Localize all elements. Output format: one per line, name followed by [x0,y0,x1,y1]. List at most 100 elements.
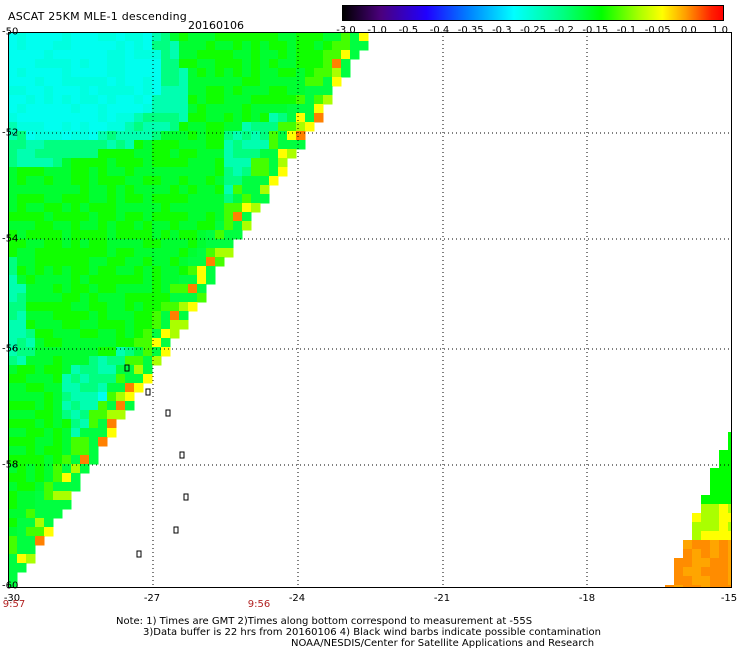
swath-cell [125,176,135,186]
swath-cell [89,230,99,240]
swath-cell [80,41,90,51]
swath-cell [116,311,126,321]
swath-cell [116,167,126,177]
swath-cell [71,68,81,78]
swath-cell [233,104,243,114]
swath-cell [44,248,54,258]
swath-cell [260,176,270,186]
swath-cell [35,374,45,384]
swath-cell [134,95,144,105]
swath-cell [242,32,252,42]
swath-cell [206,167,216,177]
swath-cell [143,248,153,258]
swath-cell [35,248,45,258]
swath-cell [26,329,36,339]
swath-cell [728,549,732,559]
swath-cell [89,320,99,330]
swath-cell [692,558,702,568]
swath-cell [134,365,144,375]
swath-cell [692,549,702,559]
swath-cell [62,167,72,177]
swath-cell [125,149,135,159]
swath-cell [26,554,36,564]
swath-cell [71,302,81,312]
swath-cell [224,149,234,159]
swath-cell [341,32,351,42]
color-scale-bar [342,5,724,21]
swath-cell [197,221,207,231]
swath-cell [188,140,198,150]
swath-cell [179,113,189,123]
swath-cell [17,86,27,96]
swath-cell [179,104,189,114]
swath-cell [17,158,27,168]
swath-cell [170,122,180,132]
swath-cell [89,113,99,123]
swath-cell [260,167,270,177]
swath-cell [134,167,144,177]
swath-cell [278,113,288,123]
swath-cell [17,374,27,384]
swath-cell [17,32,27,42]
lat-label-56: -56 [2,343,19,355]
swath-cell [269,41,279,51]
swath-cell [269,50,279,60]
swath-cell [161,113,171,123]
wind-barb [145,388,151,396]
swath-cell [134,104,144,114]
swath-cell [17,257,27,267]
swath-cell [224,68,234,78]
swath-cell [107,50,117,60]
swath-cell [62,491,72,501]
swath-cell [107,284,117,294]
swath-cell [26,446,36,456]
swath-cell [233,167,243,177]
swath-cell [35,311,45,321]
swath-cell [287,149,297,159]
swath-cell [170,212,180,222]
swath-cell [44,473,54,483]
swath-cell [8,554,18,564]
swath-cell [242,176,252,186]
swath-cell [71,374,81,384]
swath-cell [179,86,189,96]
swath-cell [161,131,171,141]
swath-cell [161,86,171,96]
swath-cell [17,446,27,456]
swath-cell [116,185,126,195]
swath-cell [116,212,126,222]
swath-cell [26,401,36,411]
swath-cell [8,563,18,573]
swath-cell [197,149,207,159]
swath-cell [197,185,207,195]
color-scale-label: -0.05 [644,25,671,36]
swath-cell [287,59,297,69]
swath-cell [80,221,90,231]
swath-cell [215,149,225,159]
swath-cell [71,248,81,258]
swath-cell [89,140,99,150]
swath-cell [314,86,324,96]
swath-cell [305,95,315,105]
swath-cell [116,122,126,132]
swath-cell [62,113,72,123]
swath-cell [53,158,63,168]
swath-cell [98,158,108,168]
swath-cell [701,540,711,550]
swath-cell [71,419,81,429]
swath-cell [107,275,117,285]
swath-cell [179,95,189,105]
swath-cell [125,50,135,60]
swath-cell [8,176,18,186]
color-scale-label: -0.5 [398,25,419,36]
swath-cell [143,311,153,321]
swath-cell [728,585,732,588]
swath-cell [17,437,27,447]
swath-cell [170,86,180,96]
swath-cell [35,32,45,42]
swath-cell [62,266,72,276]
swath-cell [152,302,162,312]
swath-cell [125,113,135,123]
swath-cell [701,522,711,532]
swath-cell [143,230,153,240]
